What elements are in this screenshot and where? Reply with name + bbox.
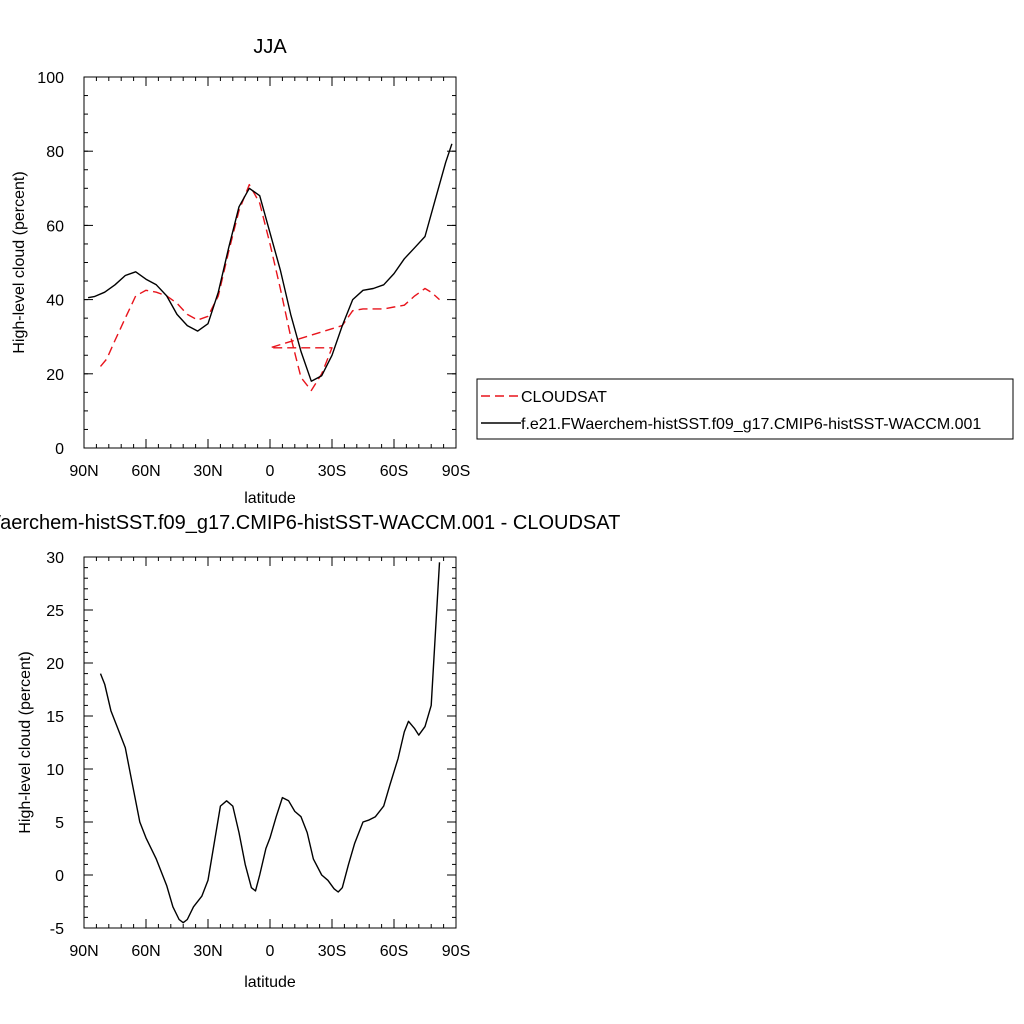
x-tick-label: 60N	[131, 463, 160, 480]
x-axis-title: latitude	[244, 490, 296, 507]
x-tick-label: 90N	[69, 943, 98, 960]
y-tick-label: 100	[37, 70, 64, 87]
x-tick-label: 30S	[318, 943, 346, 960]
x-tick-label: 30N	[193, 943, 222, 960]
legend: CLOUDSAT f.e21.FWaerchem-histSST.f09_g17.…	[476, 378, 1014, 440]
x-tick-label: 90S	[442, 943, 470, 960]
y-tick-label: 20	[46, 367, 64, 384]
y-tick-label: 20	[46, 656, 64, 673]
series-line-0	[99, 183, 440, 392]
y-tick-label: 25	[46, 603, 64, 620]
y-tick-label: 30	[46, 550, 64, 567]
difference-line-chart: 90N 60N 30N 0 30S 60S 90S -5 0 5 10 15 20 25 30 f.e21.F…	[0, 512, 620, 991]
y-tick-label: 80	[46, 144, 64, 161]
y-axis-title: High-level cloud (percent)	[11, 171, 28, 353]
series-line-0	[99, 562, 441, 924]
y-tick-label: -5	[50, 921, 64, 938]
y-tick-label: 5	[55, 815, 64, 832]
top-line-chart: 90N 60N 30N 0 30S 60S 90S 0 20 40 60 80 100 JJA latitu…	[11, 36, 470, 507]
x-tick-label: 60S	[380, 943, 408, 960]
y-tick-label: 40	[46, 293, 64, 310]
y-tick-label: 0	[55, 441, 64, 458]
y-axis-title: High-level cloud (percent)	[17, 651, 34, 833]
legend-label: f.e21.FWaerchem-histSST.f09_g17.CMIP6-hi…	[521, 416, 981, 433]
x-tick-label: 90N	[69, 463, 98, 480]
x-tick-label: 60N	[131, 943, 160, 960]
chart-title: f.e21.FWaerchem-histSST.f09_g17.CMIP6-hi…	[0, 512, 620, 534]
legend-box	[476, 378, 1014, 440]
y-tick-label: 60	[46, 218, 64, 235]
x-axis-title: latitude	[244, 974, 296, 991]
y-tick-label: 10	[46, 762, 64, 779]
x-tick-label: 60S	[380, 463, 408, 480]
x-tick-label: 0	[266, 943, 275, 960]
chart-title: JJA	[253, 36, 287, 58]
x-tick-label: 30S	[318, 463, 346, 480]
y-tick-label: 0	[55, 868, 64, 885]
x-tick-label: 30N	[193, 463, 222, 480]
x-tick-label: 0	[266, 463, 275, 480]
plot-frame	[83, 76, 457, 449]
y-tick-label: 15	[46, 709, 64, 726]
legend-label: CLOUDSAT	[521, 389, 607, 406]
plot-frame	[83, 556, 457, 929]
x-tick-label: 90S	[442, 463, 470, 480]
series-line-1	[87, 143, 453, 382]
